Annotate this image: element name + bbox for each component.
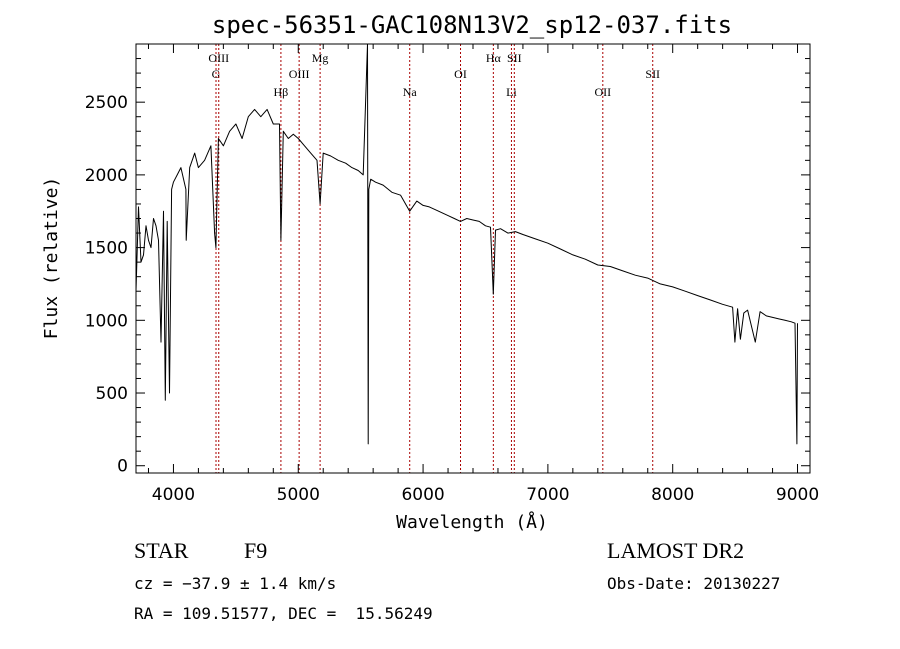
axes: 4000 5000 6000 7000 8000 9000 0 500 1000 1500 2000… [85,44,819,505]
x-tick-label: 8000 [651,485,694,505]
line-label-4: Mg [312,51,329,65]
spectrum-series [135,43,798,445]
x-tick-label: 5000 [277,485,320,505]
line-label-10: OII [594,85,611,99]
x-tick-label: 7000 [526,485,569,505]
x-tick-label: 9000 [776,485,819,505]
chart-title: spec-56351-GAC108N13V2_sp12-037.fits [212,11,732,39]
y-tick-label: 2500 [85,93,128,113]
line-label-8: Li [506,85,517,99]
object-subclass: F9 [244,538,268,563]
coordinates-readout: RA = 109.51577, DEC = 15.56249 [134,604,433,623]
line-label-1: OIII [208,51,229,65]
line-label-7: Hα [486,51,502,65]
x-tick-label: 4000 [152,485,195,505]
line-label-11: SII [645,67,660,81]
y-tick-label: 1500 [85,239,128,259]
line-label-2: Hβ [274,85,289,99]
y-axis-label: Flux (relative) [41,177,62,340]
spectrum-line-0 [135,43,798,445]
line-label-3: OIII [289,67,310,81]
y-tick-label: 0 [117,457,128,477]
x-axis-label: Wavelength (Å) [396,511,548,533]
x-tick-label: 6000 [401,485,444,505]
y-tick-label: 1000 [85,311,128,331]
object-class: STAR [134,538,189,563]
line-label-0: G [212,67,221,81]
line-label-5: Na [403,85,418,99]
observation-date: Obs-Date: 20130227 [607,574,781,593]
redshift-readout: cz = −37.9 ± 1.4 km/s [134,574,337,593]
survey-name: LAMOST DR2 [607,538,745,563]
line-label-6: OI [454,67,467,81]
y-tick-label: 2000 [85,166,128,186]
line-label-9: SII [507,51,522,65]
y-tick-label: 500 [96,384,128,404]
